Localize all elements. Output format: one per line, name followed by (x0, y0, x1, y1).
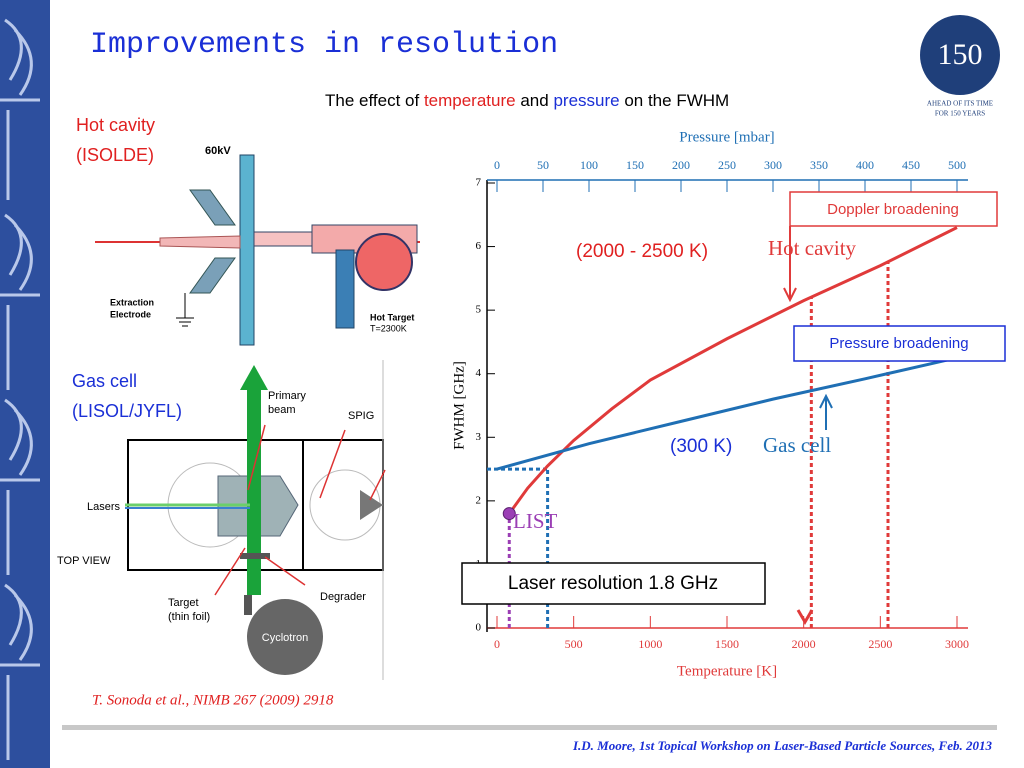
x-tick-label: 0 (494, 637, 500, 651)
annotation-box (793, 325, 1006, 362)
x2-tick-label: 50 (537, 158, 549, 172)
annotation: (2000 - 2500 K) (576, 241, 708, 262)
diagram-label: SPIG (348, 410, 374, 422)
subtitle-part: on the FWHM (624, 91, 729, 110)
x-tick-label: 1000 (638, 637, 662, 651)
logo-number: 150 (938, 38, 983, 71)
annotation-box (789, 191, 998, 227)
y-tick-label: 2 (476, 494, 482, 506)
gas-cell-diagram: Primary beam SPIG Lasers TOP VIEW Target… (57, 360, 386, 680)
diagram-label: Primary (268, 390, 306, 402)
diagram-label: Hot Target (370, 312, 414, 322)
footer: I.D. Moore, 1st Topical Workshop on Lase… (572, 738, 993, 753)
x2-tick-label: 200 (672, 158, 690, 172)
series-line (508, 226, 958, 515)
footer-rule (62, 725, 997, 730)
x-tick-label: 500 (565, 637, 583, 651)
annotation: LIST (513, 509, 558, 533)
subtitle-temperature: temperature (424, 91, 516, 110)
y-tick-label: 6 (476, 240, 482, 252)
diagram-label: Extraction (110, 297, 154, 307)
list-point (502, 507, 516, 521)
x-tick-label: 1500 (715, 637, 739, 651)
x2-axis-title: Pressure [mbar] (679, 129, 774, 145)
diagram-label: TOP VIEW (57, 555, 111, 567)
annotation: Pressure broadening (829, 335, 968, 352)
x-tick-label: 3000 (945, 637, 969, 651)
series-label: Hot cavity (768, 236, 857, 260)
subtitle-pressure: pressure (553, 91, 619, 110)
citation: T. Sonoda et al., NIMB 267 (2009) 2918 (92, 692, 334, 708)
subtitle-part: The effect of (325, 91, 419, 110)
x-tick-label: 2500 (868, 637, 892, 651)
diagram-label: Target (168, 597, 199, 609)
logo-tagline: AHEAD OF ITS TIME (927, 100, 993, 108)
y-axis-title: FWHM [GHz] (451, 361, 467, 450)
arrow (819, 393, 833, 430)
diagram-label: (thin foil) (168, 611, 210, 623)
x-axis-title: Temperature [K] (677, 663, 777, 679)
series-label: Gas cell (763, 433, 831, 457)
x2-tick-label: 400 (856, 158, 874, 172)
y-tick-label: 4 (476, 367, 482, 379)
gas-cell-label: (LISOL/JYFL) (72, 401, 182, 421)
x2-tick-label: 300 (764, 158, 782, 172)
arrow (783, 226, 797, 303)
subtitle: The effect of temperature and pressure o… (325, 91, 729, 110)
logo-circle (920, 15, 1000, 95)
strip-ornament (0, 18, 40, 760)
diagram-label: beam (268, 404, 296, 416)
logo-tagline: FOR 150 YEARS (935, 110, 985, 118)
arrow (796, 609, 814, 625)
subtitle-part: and (520, 91, 548, 110)
y-tick-label: 7 (476, 177, 482, 189)
diagram-label: Degrader (320, 591, 366, 603)
annotation: (300 K) (670, 436, 732, 457)
x2-tick-label: 150 (626, 158, 644, 172)
hot-cavity-label: Hot cavity (76, 115, 155, 135)
x2-tick-label: 450 (902, 158, 920, 172)
chart: 0123456705001000150020002500300005010015… (451, 129, 1006, 679)
y-tick-label: 5 (476, 304, 482, 316)
hot-cavity-label: (ISOLDE) (76, 145, 154, 165)
gas-cell-label: Gas cell (72, 371, 137, 391)
series-line (496, 356, 958, 471)
diagram-label: Electrode (110, 309, 151, 319)
x2-tick-label: 350 (810, 158, 828, 172)
slide-title: Improvements in resolution (90, 28, 558, 62)
diagram-label: Lasers (87, 501, 121, 513)
x2-tick-label: 0 (494, 158, 500, 172)
x2-tick-label: 500 (948, 158, 966, 172)
diagram-label: T=2300K (370, 323, 407, 333)
annotation: Doppler broadening (827, 201, 959, 218)
diagram-label: Cyclotron (262, 632, 308, 644)
annotation-box (461, 562, 766, 605)
y-tick-label: 0 (476, 622, 482, 634)
annotation: Laser resolution 1.8 GHz (508, 573, 718, 594)
x-tick-label: 2000 (792, 637, 816, 651)
x2-tick-label: 100 (580, 158, 598, 172)
y-tick-label: 3 (476, 431, 482, 443)
x2-tick-label: 250 (718, 158, 736, 172)
diagram-label: 60kV (205, 145, 231, 157)
hot-cavity-diagram: 60kV Extraction Electrode Hot Target T=2… (95, 145, 420, 346)
